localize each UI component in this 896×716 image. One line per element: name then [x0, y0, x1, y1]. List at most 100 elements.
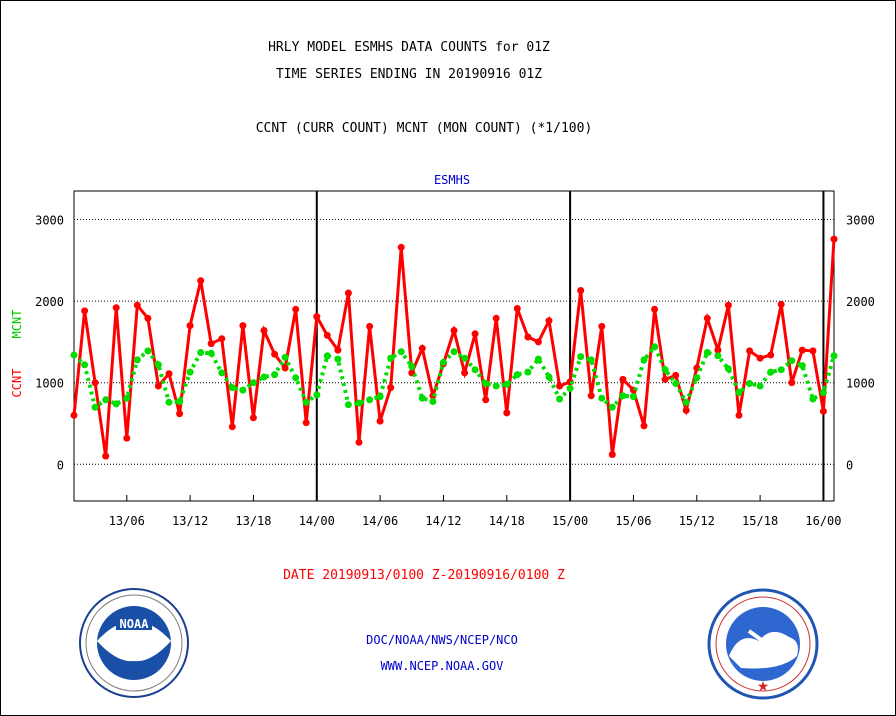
data-point-mcnt: [218, 369, 226, 377]
data-point-ccnt: [724, 301, 732, 309]
data-point-mcnt: [461, 354, 469, 362]
data-point-ccnt: [788, 379, 796, 387]
data-point-mcnt: [334, 355, 342, 363]
data-point-ccnt: [176, 410, 184, 418]
data-point-mcnt: [651, 343, 659, 351]
data-point-mcnt: [249, 379, 257, 387]
data-point-ccnt: [682, 406, 690, 414]
data-point-mcnt: [703, 349, 711, 356]
y-tick-label-left: 1000: [35, 377, 64, 391]
data-point-mcnt: [144, 347, 152, 355]
data-point-ccnt: [366, 322, 374, 330]
data-point-mcnt: [239, 386, 247, 394]
data-point-mcnt: [81, 361, 89, 369]
data-point-ccnt: [70, 411, 78, 419]
x-tick-label: 13/12: [172, 514, 208, 528]
data-point-mcnt: [629, 393, 637, 401]
data-point-ccnt: [640, 422, 648, 430]
data-point-mcnt: [619, 392, 627, 400]
data-point-ccnt: [292, 305, 300, 313]
data-point-mcnt: [819, 389, 827, 396]
data-point-ccnt: [798, 346, 806, 354]
data-point-mcnt: [672, 380, 680, 387]
data-point-mcnt: [682, 398, 690, 406]
data-point-mcnt: [598, 394, 606, 402]
data-point-mcnt: [70, 351, 78, 359]
data-point-ccnt: [809, 347, 817, 355]
data-point-ccnt: [418, 344, 426, 352]
data-point-ccnt: [714, 346, 722, 354]
data-point-mcnt: [756, 382, 764, 390]
x-tick-label: 14/18: [489, 514, 525, 528]
data-point-ccnt: [397, 243, 405, 251]
data-point-mcnt: [556, 395, 564, 403]
data-point-ccnt: [133, 301, 141, 309]
data-point-mcnt: [492, 382, 500, 390]
svg-text:★: ★: [757, 679, 770, 695]
data-point-ccnt: [313, 313, 321, 321]
data-point-mcnt: [429, 398, 437, 405]
data-point-mcnt: [503, 380, 511, 388]
data-point-ccnt: [81, 307, 89, 315]
data-point-mcnt: [102, 396, 110, 404]
data-point-ccnt: [197, 277, 205, 285]
data-point-ccnt: [218, 335, 226, 343]
noaa-logo-icon: [79, 588, 189, 698]
data-point-mcnt: [302, 398, 310, 406]
data-point-ccnt: [207, 340, 215, 348]
data-point-mcnt: [830, 352, 838, 360]
data-point-mcnt: [545, 373, 553, 381]
data-point-ccnt: [323, 331, 331, 339]
data-point-mcnt: [355, 399, 363, 407]
data-point-mcnt: [608, 403, 616, 411]
data-point-mcnt: [165, 398, 173, 406]
data-point-ccnt: [767, 351, 775, 359]
data-point-ccnt: [355, 438, 363, 446]
data-point-mcnt: [154, 361, 162, 369]
data-point-mcnt: [112, 400, 120, 408]
chart-title-line1: HRLY MODEL ESMHS DATA COUNTS for 01Z: [268, 40, 550, 55]
data-point-mcnt: [366, 396, 374, 404]
data-point-ccnt: [281, 364, 289, 372]
data-point-ccnt: [144, 314, 152, 322]
data-point-mcnt: [450, 348, 458, 356]
data-point-ccnt: [450, 327, 458, 334]
data-point-ccnt: [91, 379, 99, 387]
data-point-mcnt: [746, 380, 754, 387]
y-tick-label-right: 1000: [846, 377, 875, 391]
data-point-mcnt: [798, 362, 806, 370]
data-point-ccnt: [112, 304, 120, 312]
plot-title: ESMHS: [434, 173, 470, 187]
x-tick-label: 14/06: [362, 514, 398, 528]
y-tick-label-right: 0: [846, 458, 853, 472]
data-point-ccnt: [587, 392, 595, 400]
data-point-ccnt: [661, 375, 669, 383]
data-point-mcnt: [91, 403, 99, 411]
data-point-ccnt: [819, 407, 827, 415]
data-point-ccnt: [524, 333, 532, 341]
data-point-ccnt: [102, 452, 110, 460]
data-point-mcnt: [788, 357, 796, 365]
data-point-ccnt: [619, 375, 627, 383]
y-axis-label-mcnt: MCNT: [10, 310, 24, 339]
data-point-ccnt: [165, 370, 173, 378]
data-point-mcnt: [724, 365, 732, 373]
data-point-ccnt: [703, 314, 711, 322]
data-point-mcnt: [408, 362, 416, 370]
data-point-ccnt: [756, 354, 764, 362]
data-point-mcnt: [387, 354, 395, 362]
data-point-ccnt: [186, 322, 194, 330]
org-label: DOC/NOAA/NWS/NCEP/NCO: [366, 633, 518, 647]
data-point-mcnt: [587, 356, 595, 364]
data-point-ccnt: [777, 300, 785, 308]
data-point-mcnt: [577, 353, 585, 361]
data-point-ccnt: [492, 314, 500, 322]
data-point-mcnt: [176, 398, 184, 405]
data-point-mcnt: [207, 349, 215, 357]
data-point-ccnt: [249, 414, 257, 422]
data-point-mcnt: [566, 384, 574, 392]
data-point-ccnt: [123, 434, 131, 442]
data-point-mcnt: [133, 356, 141, 364]
chart-title-line3: CCNT (CURR COUNT) MCNT (MON COUNT) (*1/1…: [256, 121, 593, 136]
